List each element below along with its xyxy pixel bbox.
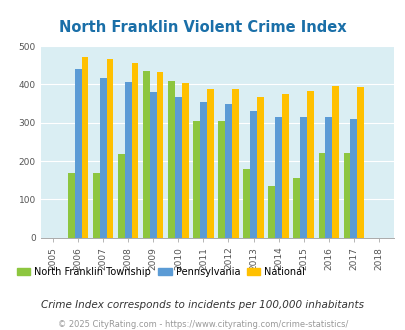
Bar bbox=[268, 186, 275, 238]
Bar bbox=[356, 87, 363, 238]
Bar bbox=[107, 59, 113, 238]
Bar bbox=[300, 117, 306, 238]
Bar bbox=[81, 56, 88, 238]
Bar bbox=[168, 81, 175, 238]
Bar bbox=[200, 102, 206, 238]
Bar bbox=[143, 71, 149, 238]
Bar bbox=[231, 89, 238, 238]
Bar bbox=[275, 117, 281, 238]
Bar bbox=[206, 89, 213, 238]
Bar bbox=[149, 92, 156, 238]
Bar bbox=[293, 178, 300, 238]
Text: Crime Index corresponds to incidents per 100,000 inhabitants: Crime Index corresponds to incidents per… bbox=[41, 300, 364, 310]
Text: © 2025 CityRating.com - https://www.cityrating.com/crime-statistics/: © 2025 CityRating.com - https://www.city… bbox=[58, 319, 347, 329]
Bar bbox=[331, 85, 338, 238]
Legend: North Franklin Township, Pennsylvania, National: North Franklin Township, Pennsylvania, N… bbox=[13, 263, 308, 280]
Bar bbox=[93, 173, 100, 238]
Text: North Franklin Violent Crime Index: North Franklin Violent Crime Index bbox=[59, 20, 346, 35]
Bar bbox=[100, 78, 107, 238]
Bar bbox=[306, 91, 313, 238]
Bar bbox=[281, 94, 288, 238]
Bar bbox=[350, 119, 356, 238]
Bar bbox=[193, 121, 200, 238]
Bar bbox=[125, 82, 131, 238]
Bar bbox=[131, 63, 138, 238]
Bar bbox=[156, 72, 163, 238]
Bar bbox=[324, 117, 331, 238]
Bar bbox=[181, 82, 188, 238]
Bar bbox=[218, 121, 224, 238]
Bar bbox=[243, 170, 249, 238]
Bar bbox=[224, 104, 231, 238]
Bar bbox=[175, 97, 181, 238]
Bar bbox=[343, 153, 350, 238]
Bar bbox=[256, 97, 263, 238]
Bar bbox=[249, 111, 256, 238]
Bar bbox=[75, 69, 81, 238]
Bar bbox=[68, 173, 75, 238]
Bar bbox=[318, 153, 324, 238]
Bar bbox=[118, 154, 125, 238]
